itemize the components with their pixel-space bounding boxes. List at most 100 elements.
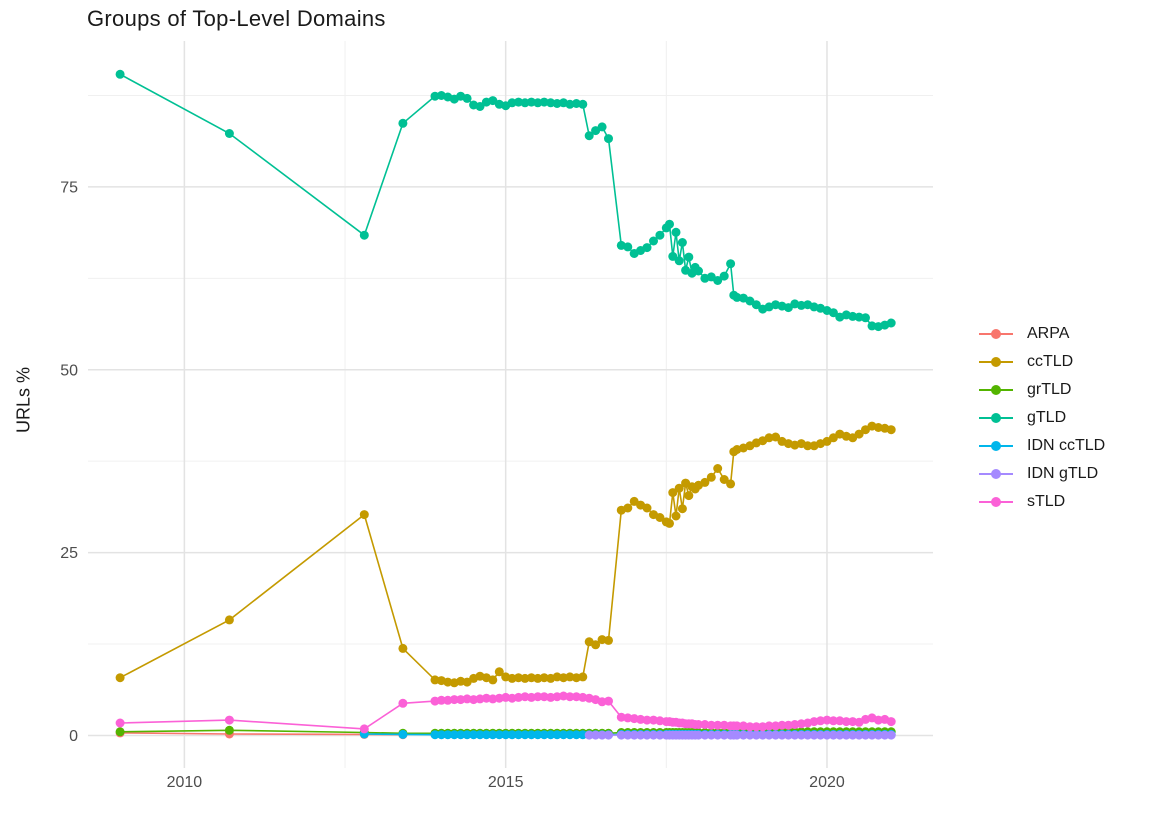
data-point (546, 730, 556, 740)
data-point (616, 730, 626, 740)
data-point (745, 722, 755, 732)
legend-item-ccTLD: ccTLD (977, 348, 1105, 376)
data-point (706, 720, 716, 730)
data-point (359, 510, 369, 520)
data-point (738, 730, 748, 740)
data-point (649, 730, 658, 740)
data-point (623, 242, 633, 252)
data-point (828, 730, 838, 740)
data-point (828, 716, 838, 726)
data-point (655, 730, 665, 740)
minor-gridlines (88, 41, 933, 768)
data-point (604, 730, 613, 740)
data-point (436, 730, 446, 740)
data-point (526, 730, 536, 740)
data-point (597, 122, 607, 132)
data-point (488, 694, 498, 704)
data-point (115, 718, 125, 728)
data-point (462, 93, 472, 103)
data-point (565, 692, 575, 702)
data-point (642, 730, 652, 740)
data-point (642, 243, 652, 253)
data-point (713, 720, 723, 730)
data-point (578, 99, 588, 109)
major-gridlines (88, 41, 933, 768)
legend-item-IDN-gTLD: IDN gTLD (977, 460, 1105, 488)
data-point (694, 720, 703, 729)
data-point (816, 716, 825, 726)
y-tick-labels: 0 25 50 75 (60, 179, 78, 745)
data-point (604, 134, 613, 144)
data-point (796, 730, 806, 740)
legend-label: grTLD (1027, 381, 1072, 398)
legend-item-IDN-ccTLD: IDN ccTLD (977, 432, 1105, 460)
data-point (771, 432, 781, 442)
data-point (514, 97, 523, 107)
data-point (732, 721, 742, 731)
data-point (443, 730, 453, 740)
data-point (533, 730, 543, 740)
data-point (671, 511, 681, 521)
data-point (539, 730, 549, 740)
data-point (449, 695, 459, 705)
data-point (777, 720, 787, 730)
data-point (591, 640, 601, 650)
data-point (488, 730, 498, 740)
data-point (706, 472, 716, 482)
data-point (745, 730, 755, 740)
data-point (443, 695, 453, 705)
data-point (671, 227, 681, 237)
data-point (713, 464, 723, 473)
data-point (449, 730, 459, 740)
legend-key-icon (979, 329, 1013, 339)
series-gTLD (115, 69, 896, 332)
legend-key-icon (979, 357, 1013, 367)
data-point (398, 698, 408, 708)
data-point (571, 730, 581, 740)
legend-label: sTLD (1027, 493, 1066, 510)
data-point (758, 730, 768, 740)
data-point (873, 730, 883, 740)
data-point (713, 730, 723, 740)
data-point (848, 730, 858, 740)
legend: ARPA ccTLD grTLD gTLD IDN ccTLD IDN gTLD sTLD (977, 320, 1105, 516)
data-point (475, 730, 485, 740)
data-point (684, 252, 694, 262)
data-point (591, 730, 601, 740)
legend-item-ARPA: ARPA (977, 320, 1105, 348)
data-point (803, 441, 813, 451)
legend-key-icon (979, 441, 1013, 451)
data-point (584, 730, 594, 740)
data-point (751, 730, 761, 740)
legend-item-sTLD: sTLD (977, 488, 1105, 516)
data-point (668, 488, 678, 498)
data-point (674, 483, 684, 493)
data-point (783, 730, 793, 740)
data-point (665, 219, 674, 229)
data-point (861, 730, 870, 740)
data-point (623, 730, 633, 740)
x-tick-labels: 2010 2015 2020 (167, 774, 845, 791)
data-point (771, 730, 781, 740)
data-point (719, 475, 729, 484)
legend-label: IDN ccTLD (1027, 437, 1106, 454)
data-point (520, 730, 530, 740)
data-point (854, 730, 864, 740)
data-point (559, 730, 568, 740)
data-point (552, 730, 562, 740)
data-point (224, 129, 234, 138)
data-point (494, 730, 504, 740)
data-point (803, 730, 813, 740)
chart-title: Groups of Top-Level Domains (87, 6, 386, 31)
data-point (604, 696, 613, 706)
data-point (443, 677, 453, 687)
data-point (764, 730, 774, 740)
data-point (115, 673, 125, 683)
data-point (224, 715, 234, 725)
data-point (398, 729, 408, 739)
data-point (514, 730, 523, 740)
data-point (533, 692, 543, 702)
data-point (886, 730, 896, 740)
